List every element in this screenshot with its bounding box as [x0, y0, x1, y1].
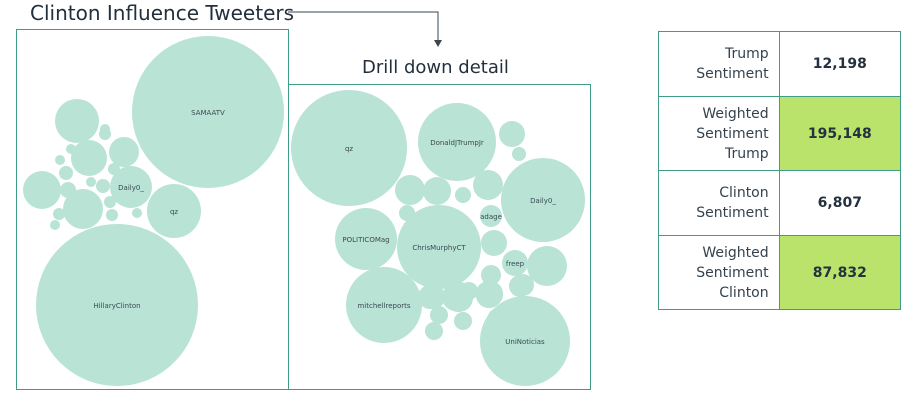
bubble-label-donaldjtrumpjr: DonaldJTrumpJr	[430, 139, 484, 147]
row-value-trump-sentiment: 12,198	[778, 31, 902, 97]
row-label-weighted-sentiment-clinton: Weighted Sentiment Clinton	[658, 235, 780, 310]
bubble-label-hillaryclinton: HillaryClinton	[93, 302, 140, 310]
bubble-label-politicomag: POLITICOMag	[342, 236, 389, 244]
bubble-chrismurphyct[interactable]	[397, 205, 481, 289]
bubble-label-samaatv: SAMAATV	[191, 109, 225, 117]
table-row: Clinton Sentiment 6,807	[658, 170, 902, 236]
bubble-label-adage: adage	[480, 213, 502, 221]
drill-down-bubble-chart: qz DonaldJTrumpJr Daily0_ POLITICOMag Ch…	[288, 84, 591, 390]
bubble-label-daily0: Daily0_	[530, 197, 556, 205]
bubble-label-qz: qz	[170, 208, 178, 216]
bubble-adage[interactable]	[480, 205, 502, 227]
row-label-trump-sentiment: Trump Sentiment	[658, 31, 780, 97]
table-row: Weighted Sentiment Clinton 87,832	[658, 235, 902, 310]
bubble-label-freep: freep	[506, 260, 525, 268]
row-label-weighted-sentiment-trump: Weighted Sentiment Trump	[658, 96, 780, 171]
small-bubbles	[395, 121, 567, 340]
row-value-weighted-sentiment-trump: 195,148	[778, 96, 902, 171]
bubble-hillaryclinton[interactable]	[36, 224, 198, 386]
bubble-daily0[interactable]	[501, 158, 585, 242]
main-bubble-chart: SAMAATV HillaryClinton qz Daily0_	[16, 29, 289, 390]
bubble-label-chrismurphyct: ChrisMurphyCT	[412, 244, 466, 252]
drill-down-title: Drill down detail	[362, 57, 509, 78]
bubble-donaldjtrumpjr[interactable]	[418, 103, 496, 181]
row-label-clinton-sentiment: Clinton Sentiment	[658, 170, 780, 236]
row-value-weighted-sentiment-clinton: 87,832	[778, 235, 902, 310]
bubble-label-uninoticias: UniNoticias	[505, 338, 545, 346]
row-value-clinton-sentiment: 6,807	[778, 170, 902, 236]
small-bubbles	[23, 99, 142, 238]
bubble-qz[interactable]	[147, 184, 201, 238]
sentiment-table: Trump Sentiment 12,198 Weighted Sentimen…	[658, 31, 902, 310]
bubble-label-mitchellreports: mitchellreports	[357, 302, 410, 310]
page-title: Clinton Influence Tweeters	[30, 1, 295, 25]
bubble-samaatv[interactable]	[132, 36, 284, 188]
bubble-label-qz: qz	[345, 145, 353, 153]
table-row: Trump Sentiment 12,198	[658, 31, 902, 97]
bubble-qz[interactable]	[291, 90, 407, 206]
bubble-daily0[interactable]	[110, 166, 152, 208]
bubble-freep[interactable]	[502, 250, 528, 276]
bubble-politicomag[interactable]	[335, 208, 397, 270]
bubble-mitchellreports[interactable]	[346, 267, 422, 343]
table-row: Weighted Sentiment Trump 195,148	[658, 96, 902, 171]
bubble-label-daily0: Daily0_	[118, 184, 144, 192]
